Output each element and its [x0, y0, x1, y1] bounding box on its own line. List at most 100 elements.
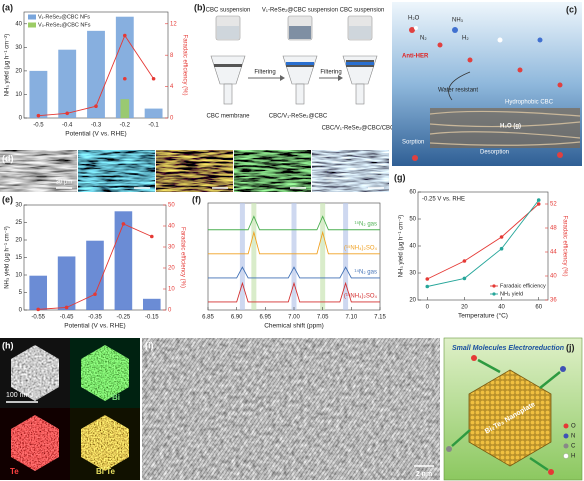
y-tick-label: 20	[15, 68, 22, 74]
highlight-band	[239, 203, 245, 310]
legend-label: V₀-ReSe₂@CBC NFs	[38, 22, 91, 28]
legend-dot	[563, 453, 569, 459]
eds-map	[234, 150, 311, 192]
marker	[65, 111, 69, 116]
marker	[462, 276, 467, 281]
panel-label: (d)	[2, 153, 14, 163]
x-tick-label: 40	[498, 305, 505, 311]
series-line	[208, 230, 380, 255]
panel-label: (f)	[192, 194, 201, 204]
molecule	[437, 42, 443, 48]
label: CBC membrane	[206, 114, 250, 120]
molecule	[409, 27, 415, 33]
schematic-c: H₂O NH₃ N₂ H₂ Anti-HER Water resistant H…	[392, 2, 582, 166]
x-tick-label: -0.4	[62, 123, 73, 129]
y2-tick-label: 10	[168, 287, 175, 293]
legend-label: H	[571, 454, 575, 460]
x-tick-label: 7.10	[345, 315, 357, 321]
y2-tick-label: 50	[168, 203, 175, 209]
y2-tick-label: 48	[550, 226, 557, 232]
x-tick-label: 7.00	[288, 315, 300, 321]
y2-axis-label: Faradaic efficiency (%)	[179, 227, 185, 288]
legend-swatch	[28, 14, 36, 20]
nanoplate	[468, 369, 552, 467]
molecule	[548, 469, 554, 475]
label: Water resistant	[438, 88, 478, 94]
membrane	[346, 65, 374, 67]
label: V₁-ReSe₂@CBC suspension	[262, 8, 338, 14]
panel-label: (a)	[2, 2, 13, 12]
molecule	[537, 37, 543, 43]
micrograph-i: 2 nm	[142, 338, 440, 480]
funnel	[282, 55, 318, 85]
legend-swatch	[492, 292, 496, 296]
y-tick-label: 60	[409, 190, 416, 196]
schematic-j: O N C H Small Molecules Electroreduction…	[443, 337, 583, 481]
arrowhead	[338, 75, 343, 81]
marker	[36, 307, 40, 312]
x-tick-label: 60	[535, 305, 542, 311]
x-tick-label: 7.05	[317, 315, 329, 321]
arrow	[477, 358, 501, 374]
title: Small Molecules Electroreduction	[452, 345, 564, 352]
map-label: Bi	[112, 393, 120, 402]
x-tick-label: 7.15	[374, 315, 386, 321]
panel-label: (g)	[394, 172, 406, 182]
sem-image	[0, 150, 77, 192]
y2-tick-label: 8	[170, 53, 174, 59]
marker	[150, 234, 154, 239]
y2-axis-label: Faradaic efficiency (%)	[561, 216, 567, 277]
x-tick-label: -0.15	[145, 315, 159, 321]
legend-dot	[563, 433, 569, 439]
x-tick-label: -0.35	[88, 315, 102, 321]
legend-label: C	[571, 444, 576, 450]
y2-tick-label: 0	[170, 116, 174, 122]
y-axis-label: NH₃ yield (μg h⁻¹ cm⁻²)	[399, 215, 405, 278]
arrow-label: Filtering	[320, 70, 341, 76]
x-tick-label: -0.25	[117, 315, 131, 321]
series-line	[208, 281, 380, 303]
eds-map	[78, 150, 155, 192]
y-tick-label: 5	[19, 290, 23, 296]
y-tick-label: 30	[409, 271, 416, 277]
membrane	[346, 62, 374, 65]
y2-tick-label: 4	[170, 84, 174, 90]
label: Hydrophobic CBC	[505, 100, 554, 106]
micrograph-h: 100 nm Bi Te Bi Te	[0, 338, 140, 480]
arrow	[539, 371, 561, 389]
marker	[536, 198, 541, 202]
molecule-label: NH₃	[452, 18, 464, 24]
series-line	[427, 203, 540, 280]
map-label: Te	[10, 467, 19, 476]
marker	[499, 235, 504, 239]
panel-label: (h)	[2, 340, 14, 350]
x-axis-label: Potential (V vs. RHE)	[64, 323, 125, 330]
arrow-label: Filtering	[254, 70, 275, 76]
scale-label: 30 μm	[56, 180, 73, 186]
nanoplate	[11, 415, 59, 471]
marker	[36, 113, 41, 118]
legend-dot	[563, 443, 569, 449]
plot-frame	[417, 191, 549, 301]
molecule	[560, 366, 566, 372]
panel-label: (j)	[566, 342, 575, 352]
highlight-band	[291, 203, 297, 310]
label: CBC suspension	[340, 8, 385, 14]
y-tick-label: 0	[19, 308, 23, 314]
panel-label: (c)	[566, 4, 577, 14]
bar	[86, 240, 104, 310]
suspension	[349, 26, 371, 39]
x-tick-label: -0.45	[60, 315, 74, 321]
x-tick-label: -0.2	[120, 123, 131, 129]
series-line	[208, 215, 380, 231]
marker	[94, 104, 98, 109]
arrowhead	[280, 75, 285, 81]
molecule-label: N₂	[420, 36, 427, 42]
membrane	[214, 64, 242, 67]
x-tick-label: -0.3	[91, 123, 102, 129]
molecule	[452, 27, 458, 33]
legend-label: V₁-ReSe₂@CBC NFs	[38, 14, 90, 20]
molecule	[557, 82, 563, 88]
